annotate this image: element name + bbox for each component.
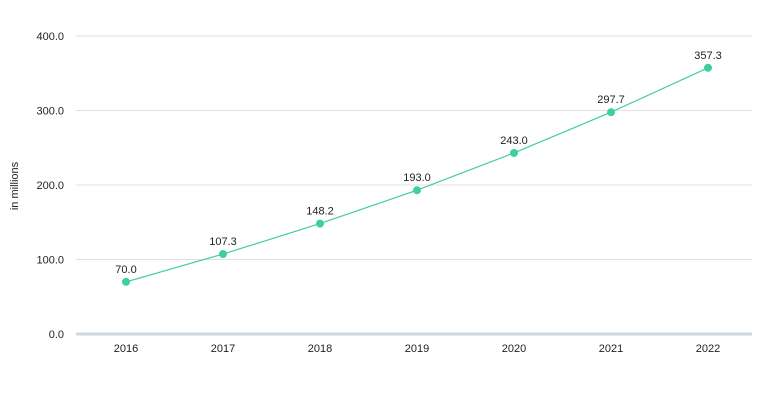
x-tick-label: 2017 — [211, 343, 235, 355]
x-tick-label: 2018 — [308, 343, 332, 355]
y-tick-label: 0.0 — [49, 329, 64, 341]
y-tick-label: 200.0 — [36, 180, 64, 192]
data-point[interactable] — [122, 277, 130, 286]
data-label: 70.0 — [115, 264, 136, 276]
y-tick-label: 100.0 — [36, 255, 64, 267]
x-axis-ticks: 2016 2017 2018 2019 2020 2021 2022 — [114, 343, 720, 355]
y-axis-ticks: 0.0 100.0 200.0 300.0 400.0 — [36, 31, 64, 341]
x-tick-label: 2021 — [599, 343, 623, 355]
x-tick-label: 2022 — [696, 343, 720, 355]
y-axis-title: in millions — [9, 161, 21, 210]
grid-lines — [76, 35, 752, 336]
data-points — [122, 63, 712, 286]
data-point[interactable] — [219, 250, 227, 259]
y-tick-label: 400.0 — [36, 31, 64, 43]
x-tick-label: 2016 — [114, 343, 138, 355]
data-point[interactable] — [413, 186, 421, 195]
data-point[interactable] — [510, 148, 518, 157]
data-labels: 70.0 107.3 148.2 193.0 243.0 297.7 357.3 — [115, 50, 721, 276]
data-label: 148.2 — [306, 206, 334, 218]
data-point[interactable] — [316, 219, 324, 228]
data-label: 297.7 — [597, 94, 625, 106]
data-point[interactable] — [607, 108, 615, 117]
data-label: 357.3 — [694, 50, 722, 62]
data-label: 107.3 — [209, 236, 237, 248]
x-tick-label: 2019 — [405, 343, 429, 355]
y-tick-label: 300.0 — [36, 106, 64, 118]
data-label: 243.0 — [500, 135, 528, 147]
x-tick-label: 2020 — [502, 343, 526, 355]
data-point[interactable] — [704, 63, 712, 72]
data-label: 193.0 — [403, 172, 431, 184]
